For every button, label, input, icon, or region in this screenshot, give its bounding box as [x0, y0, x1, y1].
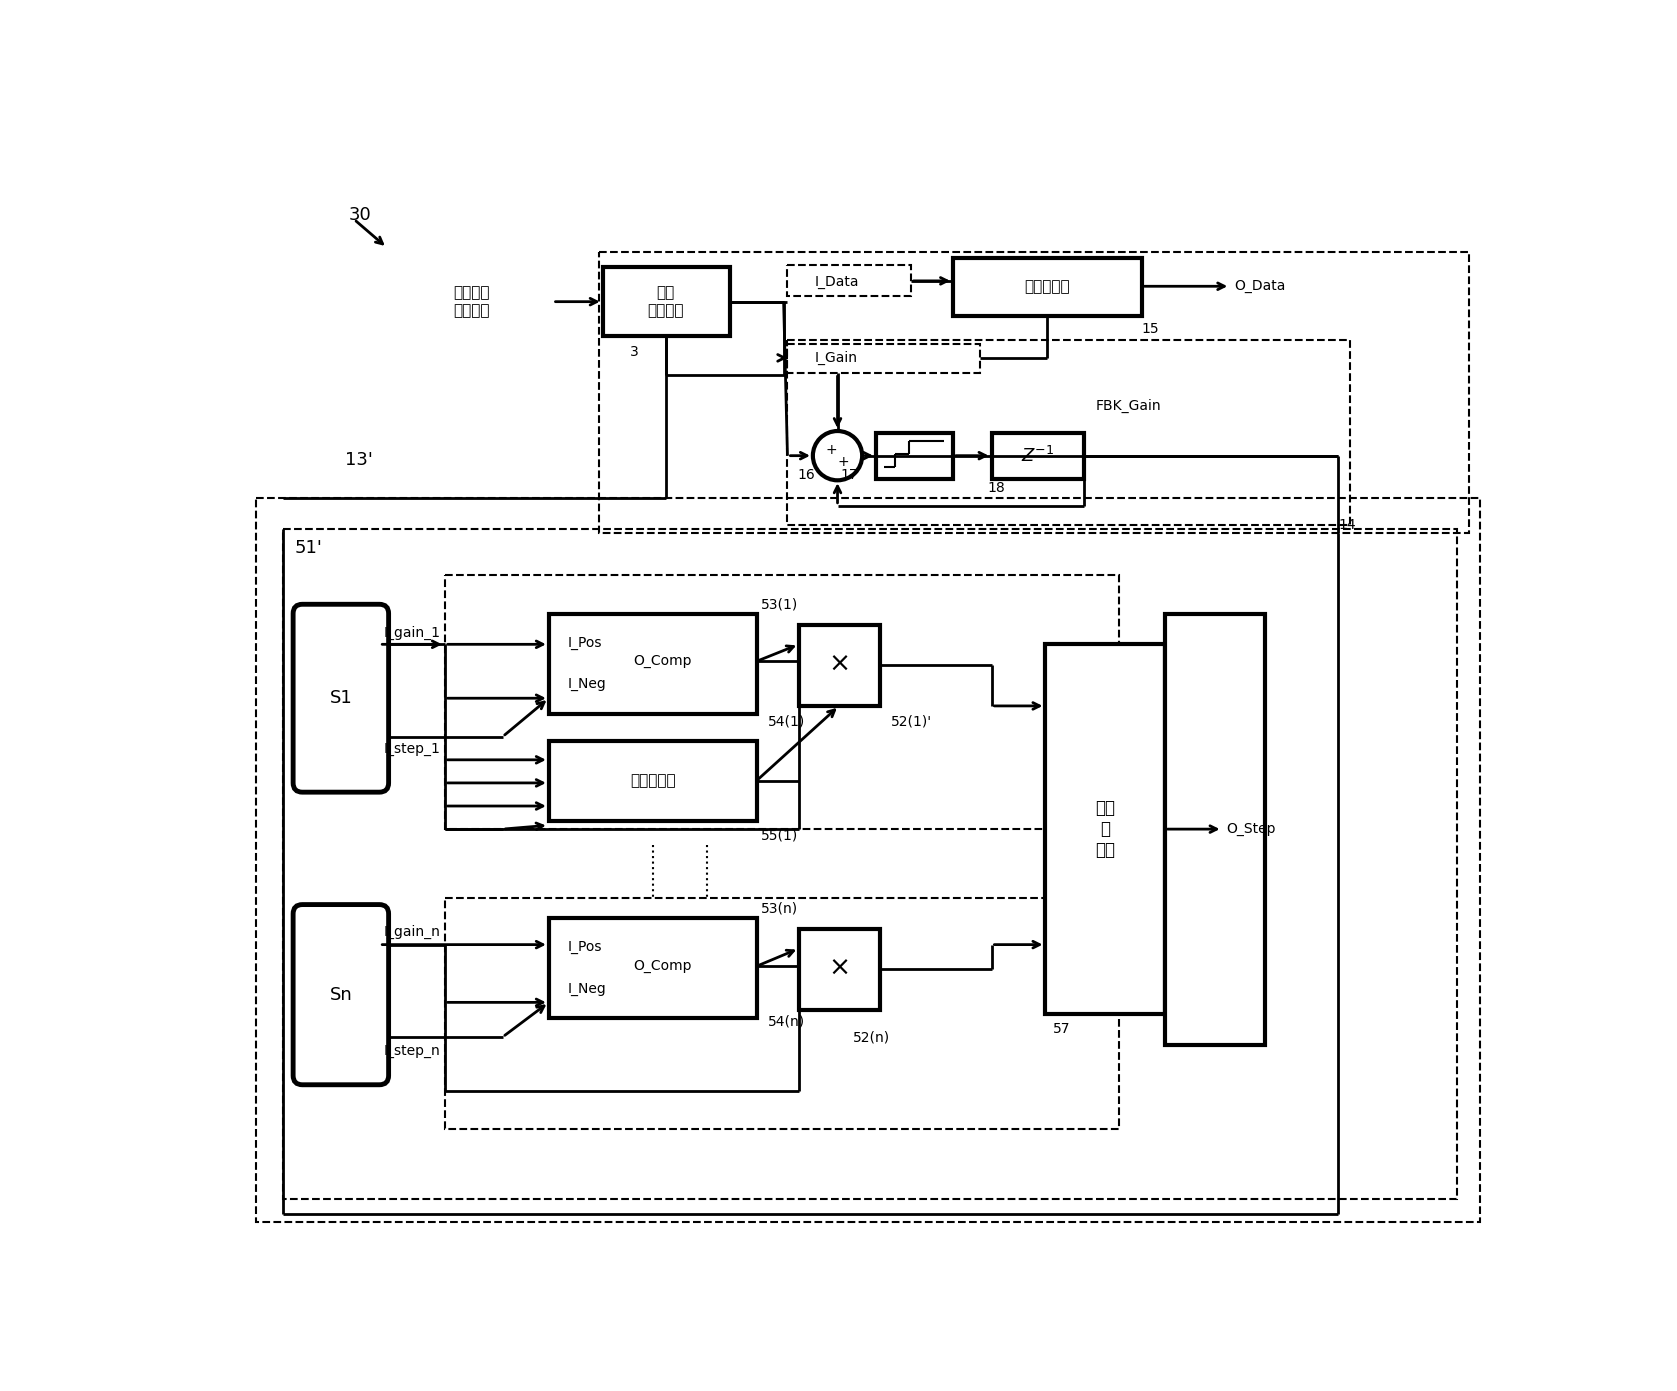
Text: 57: 57 — [1053, 1022, 1070, 1036]
Bar — [875, 433, 953, 479]
Text: I_Data: I_Data — [815, 275, 859, 289]
Text: 54(n): 54(n) — [768, 1014, 805, 1028]
Text: ×: × — [828, 956, 850, 982]
Text: 输入数字
音频信号: 输入数字 音频信号 — [453, 285, 490, 319]
Text: 3: 3 — [629, 345, 639, 359]
Text: 30: 30 — [349, 206, 371, 224]
Text: +: + — [838, 455, 850, 469]
Text: +: + — [825, 442, 837, 456]
Bar — [798, 625, 880, 705]
Bar — [444, 574, 1119, 829]
Text: Sn: Sn — [329, 986, 352, 1004]
Text: O_Comp: O_Comp — [634, 960, 693, 974]
Text: ×: × — [828, 652, 850, 677]
Text: I_Neg: I_Neg — [569, 982, 607, 996]
Text: FBK_Gain: FBK_Gain — [1095, 399, 1160, 413]
Text: 17: 17 — [840, 467, 859, 481]
Bar — [788, 344, 979, 373]
Text: O_Comp: O_Comp — [634, 654, 693, 668]
Text: 52(1)': 52(1)' — [892, 715, 932, 729]
Text: I_Pos: I_Pos — [569, 636, 602, 650]
Bar — [788, 266, 911, 296]
Text: 抗振荡电路: 抗振荡电路 — [631, 773, 676, 789]
Text: O_Data: O_Data — [1234, 280, 1286, 294]
Text: I_Pos: I_Pos — [569, 940, 602, 954]
Text: 数字
处理电路: 数字 处理电路 — [647, 285, 684, 319]
Text: 54(1): 54(1) — [768, 715, 805, 729]
Text: 53(n): 53(n) — [760, 901, 798, 915]
Bar — [953, 257, 1142, 316]
Bar — [548, 613, 756, 714]
Text: 18: 18 — [988, 481, 1006, 495]
Bar — [257, 498, 1481, 1221]
Text: I_Gain: I_Gain — [815, 351, 857, 364]
Text: 16: 16 — [798, 467, 815, 481]
Text: 14: 14 — [1338, 517, 1355, 531]
Text: 53(1): 53(1) — [760, 597, 798, 611]
Text: 51': 51' — [295, 540, 322, 556]
Text: 55(1): 55(1) — [760, 828, 798, 843]
Text: 归一化电路: 归一化电路 — [1025, 278, 1070, 294]
Bar — [283, 529, 1457, 1199]
Text: I_step_n: I_step_n — [384, 1043, 441, 1059]
Bar — [798, 929, 880, 1010]
Text: I_Neg: I_Neg — [569, 677, 607, 691]
Bar — [991, 433, 1083, 479]
Bar — [548, 740, 756, 822]
Text: 最小
值
电路: 最小 值 电路 — [1095, 800, 1115, 858]
Text: 13': 13' — [345, 451, 372, 469]
Bar — [788, 341, 1350, 524]
Bar — [602, 267, 729, 337]
Text: I_step_1: I_step_1 — [384, 741, 441, 757]
Bar — [548, 918, 756, 1018]
Bar — [1166, 613, 1264, 1045]
Text: $Z^{-1}$: $Z^{-1}$ — [1021, 445, 1055, 466]
Bar — [599, 252, 1469, 533]
Text: I_gain_1: I_gain_1 — [384, 626, 441, 640]
Text: S1: S1 — [329, 689, 352, 707]
Text: I_gain_n: I_gain_n — [384, 925, 441, 939]
Text: 52(n): 52(n) — [854, 1029, 890, 1045]
Text: O_Step: O_Step — [1226, 822, 1276, 836]
Bar — [1045, 644, 1166, 1014]
Text: 15: 15 — [1142, 321, 1159, 335]
Bar — [444, 899, 1119, 1129]
FancyBboxPatch shape — [293, 604, 389, 791]
FancyBboxPatch shape — [293, 904, 389, 1085]
